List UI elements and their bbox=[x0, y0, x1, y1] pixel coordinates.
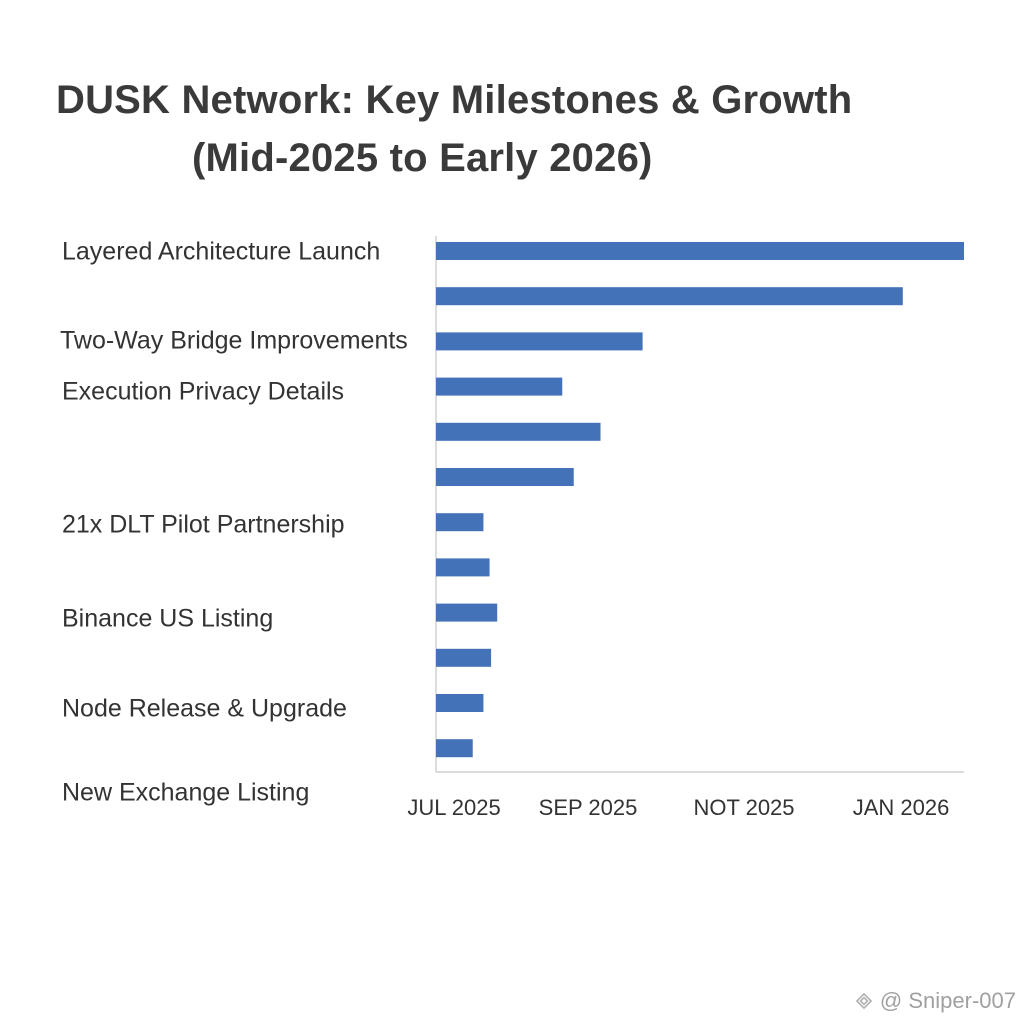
bar bbox=[436, 332, 643, 351]
category-label: Execution Privacy Details bbox=[62, 378, 344, 406]
x-tick-label: SEP 2025 bbox=[539, 795, 638, 820]
bar bbox=[436, 468, 574, 486]
category-label: New Exchange Listing bbox=[62, 779, 309, 807]
category-label-group: Layered Architecture Launch Two-Way Bridg… bbox=[60, 238, 408, 807]
watermark-text: @ Sniper-007 bbox=[879, 988, 1016, 1013]
category-label: Two-Way Bridge Improvements bbox=[60, 327, 408, 355]
bar bbox=[436, 377, 563, 396]
category-label: Node Release & Upgrade bbox=[62, 695, 347, 723]
x-tick-label-group: JUL 2025 SEP 2025 NOT 2025 JAN 2026 bbox=[407, 795, 949, 820]
bar bbox=[436, 513, 484, 532]
x-tick-label: JUL 2025 bbox=[407, 795, 500, 820]
x-tick-label: JAN 2026 bbox=[853, 795, 950, 820]
watermark: @ Sniper-007 bbox=[852, 988, 1016, 1014]
bar bbox=[436, 739, 473, 758]
bar bbox=[436, 648, 492, 667]
chart-title: DUSK Network: Key Milestones & Growth bbox=[56, 78, 853, 122]
bar bbox=[436, 558, 490, 577]
bar bbox=[436, 242, 964, 260]
category-label: Binance US Listing bbox=[62, 605, 273, 633]
category-label: Layered Architecture Launch bbox=[62, 238, 380, 266]
bar bbox=[436, 287, 903, 306]
chart-subtitle: (Mid-2025 to Early 2026) bbox=[192, 136, 653, 180]
x-tick-label: NOT 2025 bbox=[693, 795, 794, 820]
category-label: 21x DLT Pilot Partnership bbox=[62, 511, 345, 539]
bar bbox=[436, 694, 484, 712]
bar-group bbox=[436, 242, 964, 758]
bar bbox=[436, 422, 601, 441]
binance-square-logo-icon bbox=[855, 992, 873, 1010]
bar bbox=[436, 603, 498, 622]
